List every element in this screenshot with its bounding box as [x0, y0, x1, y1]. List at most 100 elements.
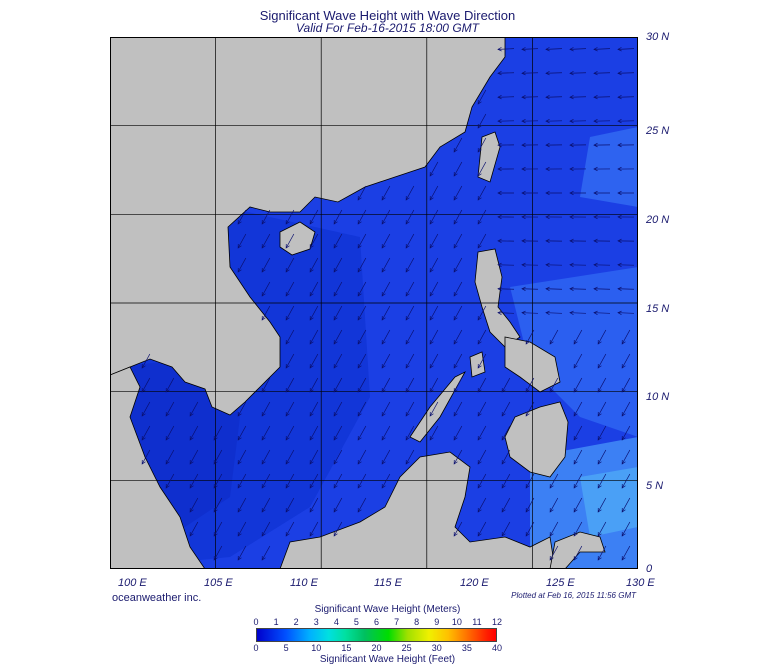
wave-direction-arrowhead: [381, 340, 386, 345]
wave-direction-arrowhead: [545, 142, 550, 148]
wave-direction-arrow: [597, 353, 607, 369]
wave-direction-arrowhead: [309, 316, 314, 321]
colorbar-meters-title: Significant Wave Height (Meters): [314, 604, 461, 615]
wave-direction-arrowhead: [617, 262, 622, 268]
wave-direction-arrowhead: [545, 238, 550, 244]
colorbar-feet-title: Significant Wave Height (Feet): [319, 654, 456, 665]
wave-direction-arrow: [333, 329, 343, 345]
wave-direction-arrowhead: [141, 460, 146, 465]
wave-direction-arrow: [261, 233, 271, 249]
wave-direction-arrow: [501, 377, 511, 393]
wave-direction-arrowhead: [593, 262, 598, 268]
wave-direction-arrowhead: [429, 412, 434, 417]
wave-direction-arrowhead: [429, 292, 434, 297]
wave-direction-arrow: [357, 305, 367, 321]
colorbar-meters-tick: 6: [373, 617, 380, 627]
wave-direction-arrowhead: [521, 71, 526, 76]
wave-direction-arrowhead: [597, 460, 602, 465]
wave-direction-arrowhead: [477, 244, 482, 249]
wave-direction-arrow: [477, 353, 487, 369]
higher-wave-zone-east: [510, 267, 638, 437]
wave-direction-arrowhead: [213, 484, 218, 489]
wave-direction-arrow: [357, 185, 367, 201]
wave-direction-arrow: [429, 329, 439, 345]
wave-direction-arrow: [333, 377, 343, 393]
lat-label-15n: 15 N: [646, 303, 670, 315]
wave-direction-arrowhead: [333, 316, 338, 321]
wave-direction-arrowhead: [569, 262, 574, 268]
wave-direction-arrowhead: [285, 364, 290, 369]
wave-direction-arrowhead: [477, 220, 482, 225]
wave-direction-arrow: [477, 497, 487, 513]
wave-direction-arrow: [357, 281, 367, 297]
wave-direction-arrowhead: [497, 190, 502, 196]
wave-direction-arrow: [333, 497, 343, 513]
wave-direction-arrowhead: [261, 532, 266, 537]
wave-direction-arrow: [285, 401, 295, 417]
wave-direction-arrowhead: [621, 412, 626, 417]
wave-direction-arrow: [381, 401, 391, 417]
wave-direction-arrow: [453, 377, 463, 393]
wave-direction-arrowhead: [405, 268, 410, 273]
wave-direction-arrowhead: [621, 340, 626, 345]
wave-direction-arrowhead: [621, 388, 626, 393]
wave-direction-arrow: [309, 233, 319, 249]
land-mindoro: [469, 351, 486, 378]
wave-direction-arrow: [309, 353, 319, 369]
wave-direction-arrowhead: [573, 436, 578, 441]
wave-direction-arrow: [569, 288, 587, 290]
wave-direction-arrowhead: [333, 220, 338, 225]
wave-direction-arrow: [477, 329, 487, 345]
lat-label-25n: 25 N: [646, 125, 670, 137]
wave-direction-arrowhead: [453, 388, 458, 393]
wave-direction-arrowhead: [237, 244, 242, 249]
wave-direction-arrow: [549, 473, 559, 489]
wave-direction-arrowhead: [597, 436, 602, 441]
land: [110, 37, 606, 569]
wave-direction-arrowhead: [261, 268, 266, 273]
wave-direction-arrowhead: [357, 196, 362, 201]
wave-direction-arrow: [497, 288, 515, 290]
wave-direction-arrow: [617, 72, 635, 74]
wave-direction-arrowhead: [593, 47, 598, 52]
wave-direction-arrow: [453, 401, 463, 417]
wave-direction-arrow: [261, 473, 271, 489]
lat-label-10n: 10 N: [646, 391, 670, 403]
wave-direction-arrowhead: [501, 388, 506, 393]
wave-direction-arrow: [405, 401, 415, 417]
wave-direction-arrowhead: [569, 47, 574, 52]
wave-direction-arrow: [405, 353, 415, 369]
wave-direction-arrow: [189, 473, 199, 489]
wave-direction-arrow: [381, 185, 391, 201]
wave-direction-arrow: [285, 281, 295, 297]
wave-direction-arrow: [261, 521, 271, 537]
wave-direction-arrow: [405, 233, 415, 249]
wave-direction-arrow: [261, 425, 271, 441]
wave-direction-arrowhead: [521, 190, 526, 196]
wave-direction-arrowhead: [573, 340, 578, 345]
wave-direction-arrow: [597, 545, 607, 561]
wave-direction-arrowhead: [621, 436, 626, 441]
wave-direction-arrowhead: [621, 508, 626, 513]
wave-direction-arrowhead: [333, 508, 338, 513]
wave-direction-arrowhead: [285, 316, 290, 321]
wave-direction-arrowhead: [521, 262, 526, 268]
wave-direction-arrow: [429, 377, 439, 393]
wave-direction-arrow: [569, 312, 587, 314]
wave-direction-arrow: [261, 257, 271, 273]
lat-label-30n: 30 N: [646, 31, 670, 43]
wave-direction-arrowhead: [545, 190, 550, 196]
wave-direction-arrowhead: [525, 532, 530, 537]
wave-direction-arrow: [569, 72, 587, 74]
wave-direction-arrowhead: [549, 508, 554, 513]
wave-direction-arrowhead: [357, 412, 362, 417]
wave-direction-arrow: [333, 449, 343, 465]
wave-direction-arrowhead: [617, 71, 622, 76]
wave-direction-arrow: [261, 281, 271, 297]
wave-direction-arrowhead: [357, 220, 362, 225]
wave-direction-arrowhead: [593, 310, 598, 315]
wave-direction-arrowhead: [621, 460, 626, 465]
wave-direction-arrow: [477, 473, 487, 489]
wave-direction-arrow: [285, 257, 295, 273]
wave-direction-arrowhead: [237, 220, 242, 225]
